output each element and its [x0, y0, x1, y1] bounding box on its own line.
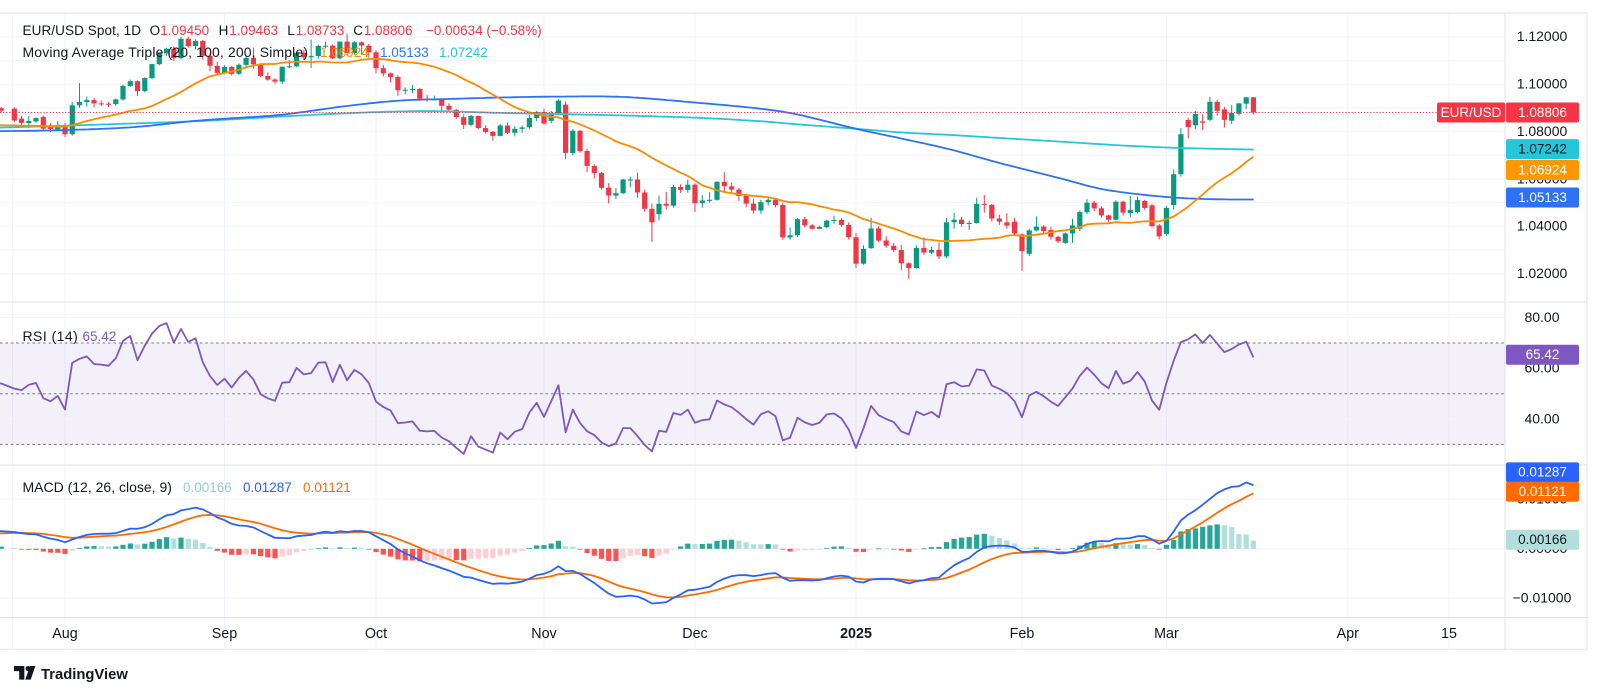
svg-text:1.10000: 1.10000	[1517, 76, 1568, 92]
svg-text:O: O	[150, 23, 161, 38]
svg-text:0.01287: 0.01287	[243, 480, 292, 495]
svg-text:0.01287: 0.01287	[1518, 465, 1567, 480]
svg-text:−0.00634 (−0.58%): −0.00634 (−0.58%)	[426, 23, 542, 38]
svg-text:1.09450: 1.09450	[160, 23, 209, 38]
svg-text:0.01121: 0.01121	[303, 480, 351, 495]
svg-text:15: 15	[1441, 626, 1457, 642]
svg-text:80.00: 80.00	[1524, 309, 1559, 325]
svg-text:65.42: 65.42	[1526, 347, 1560, 362]
svg-text:1.08806: 1.08806	[1518, 105, 1567, 120]
svg-text:Oct: Oct	[365, 626, 387, 642]
svg-text:1.05133: 1.05133	[1518, 190, 1567, 205]
svg-text:Apr: Apr	[1337, 626, 1359, 642]
svg-text:Nov: Nov	[531, 626, 557, 642]
svg-text:1.08000: 1.08000	[1517, 123, 1568, 139]
svg-text:40.00: 40.00	[1524, 410, 1559, 426]
svg-text:1.02000: 1.02000	[1517, 265, 1568, 281]
svg-text:L: L	[287, 23, 295, 38]
svg-text:0.00166: 0.00166	[183, 480, 232, 495]
svg-text:TradingView: TradingView	[41, 667, 128, 683]
svg-text:1.06924: 1.06924	[1518, 162, 1567, 177]
svg-text:0.00166: 0.00166	[1518, 532, 1567, 547]
svg-text:65.42: 65.42	[83, 329, 117, 344]
svg-text:1.08733: 1.08733	[296, 23, 345, 38]
svg-text:1.09463: 1.09463	[229, 23, 278, 38]
svg-text:1.04000: 1.04000	[1517, 218, 1568, 234]
svg-text:Dec: Dec	[682, 626, 707, 642]
svg-text:MACD (12, 26, close, 9): MACD (12, 26, close, 9)	[23, 479, 172, 495]
svg-text:0.01121: 0.01121	[1519, 484, 1567, 499]
svg-text:1.07242: 1.07242	[1518, 141, 1567, 156]
svg-text:1.07242: 1.07242	[439, 45, 488, 60]
svg-text:RSI (14): RSI (14)	[23, 328, 79, 344]
svg-text:Moving Average Triple (20, 100: Moving Average Triple (20, 100, 200, Sim…	[23, 44, 309, 60]
svg-text:−0.01000: −0.01000	[1513, 590, 1572, 606]
svg-text:1.12000: 1.12000	[1517, 28, 1568, 44]
svg-text:C: C	[353, 23, 363, 38]
svg-text:Feb: Feb	[1010, 626, 1035, 642]
svg-text:H: H	[219, 23, 229, 38]
svg-text:2025: 2025	[840, 626, 872, 642]
svg-text:Sep: Sep	[212, 626, 237, 642]
svg-text:1.06924: 1.06924	[320, 45, 369, 60]
svg-text:Mar: Mar	[1154, 626, 1179, 642]
svg-text:EUR/USD Spot, 1D: EUR/USD Spot, 1D	[23, 23, 142, 38]
svg-text:1.08806: 1.08806	[364, 23, 413, 38]
svg-text:Aug: Aug	[52, 626, 77, 642]
svg-text:1.05133: 1.05133	[380, 45, 429, 60]
svg-text:EUR/USD: EUR/USD	[1441, 105, 1502, 120]
